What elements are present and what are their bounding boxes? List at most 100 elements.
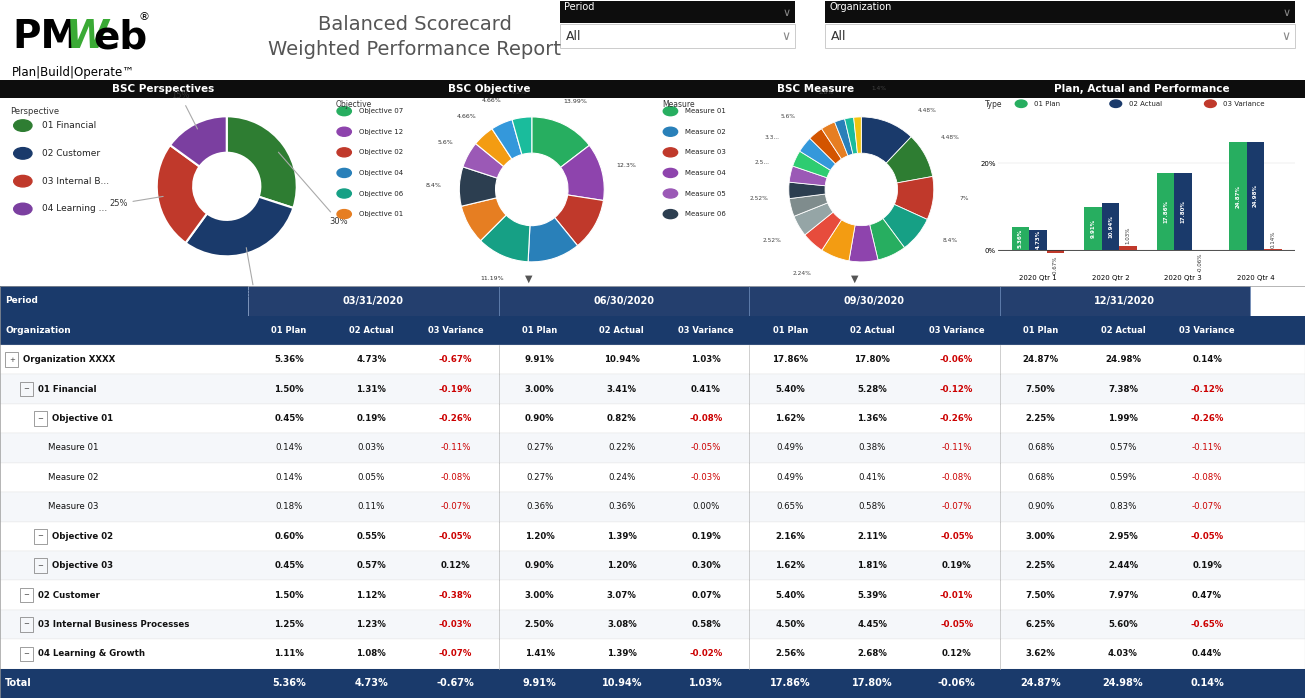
Bar — [749, 286, 1000, 315]
Circle shape — [13, 203, 33, 215]
Circle shape — [663, 107, 677, 116]
Text: Plan, Actual and Performance: Plan, Actual and Performance — [1054, 84, 1229, 94]
Text: 0.22%: 0.22% — [608, 443, 636, 452]
Text: 02 Actual: 02 Actual — [1100, 326, 1146, 335]
Text: 0.05%: 0.05% — [358, 473, 385, 482]
Bar — [0, 492, 1305, 521]
Bar — [0, 610, 1305, 639]
Text: -0.05%: -0.05% — [690, 443, 722, 452]
Circle shape — [663, 168, 677, 177]
Text: ∨: ∨ — [782, 29, 791, 43]
Text: 0.41%: 0.41% — [692, 385, 720, 394]
Circle shape — [337, 168, 351, 177]
Text: -0.05%: -0.05% — [1190, 532, 1224, 541]
Text: 03/31/2020: 03/31/2020 — [343, 296, 403, 306]
Circle shape — [337, 148, 351, 157]
Text: 0.57%: 0.57% — [1109, 443, 1137, 452]
Text: 17.80%: 17.80% — [852, 678, 893, 688]
Text: -0.06%: -0.06% — [938, 678, 975, 688]
Bar — [34, 558, 47, 573]
Text: 09/30/2020: 09/30/2020 — [844, 296, 904, 306]
Text: 03 Variance: 03 Variance — [929, 326, 984, 335]
Text: -0.11%: -0.11% — [941, 443, 972, 452]
Text: 12/31/2020: 12/31/2020 — [1095, 296, 1155, 306]
Text: 0.90%: 0.90% — [525, 561, 555, 570]
Text: 5.36%: 5.36% — [273, 678, 305, 688]
Text: 2.44%: 2.44% — [1108, 561, 1138, 570]
Text: −: − — [38, 563, 43, 569]
Text: Objective 03: Objective 03 — [52, 561, 114, 570]
Text: Total: Total — [5, 678, 31, 688]
Circle shape — [1205, 100, 1216, 107]
Text: 1.39%: 1.39% — [607, 532, 637, 541]
Text: Type: Type — [985, 100, 1002, 109]
Text: 1.03%: 1.03% — [692, 355, 720, 364]
Bar — [326, 80, 652, 98]
Text: 0.90%: 0.90% — [1027, 503, 1054, 512]
Text: 0.45%: 0.45% — [274, 561, 304, 570]
Text: Objective 07: Objective 07 — [359, 108, 403, 114]
Text: 02 Customer: 02 Customer — [42, 149, 100, 158]
Bar — [0, 286, 248, 315]
Bar — [248, 286, 499, 315]
Text: Objective 06: Objective 06 — [359, 191, 403, 197]
Circle shape — [13, 120, 33, 131]
Text: 1.62%: 1.62% — [775, 414, 805, 423]
Text: 0.60%: 0.60% — [274, 532, 304, 541]
Text: -0.08%: -0.08% — [1191, 473, 1223, 482]
Text: -0.26%: -0.26% — [940, 414, 974, 423]
Text: -0.19%: -0.19% — [438, 385, 472, 394]
Text: 1.20%: 1.20% — [525, 532, 555, 541]
Text: 3.00%: 3.00% — [1026, 532, 1056, 541]
Text: Measure 01: Measure 01 — [685, 108, 726, 114]
Text: 1.99%: 1.99% — [1108, 414, 1138, 423]
Text: +: + — [9, 357, 14, 363]
Bar — [0, 404, 1305, 433]
Text: 0.14%: 0.14% — [275, 473, 303, 482]
Text: 3.00%: 3.00% — [525, 385, 555, 394]
Text: 5.36%: 5.36% — [274, 355, 304, 364]
Text: -0.03%: -0.03% — [438, 620, 472, 629]
Text: Measure 05: Measure 05 — [685, 191, 726, 197]
Text: −: − — [23, 592, 29, 598]
Text: 02 Customer: 02 Customer — [38, 591, 99, 600]
Text: 01 Financial: 01 Financial — [38, 385, 97, 394]
Bar — [20, 382, 33, 396]
Text: -0.11%: -0.11% — [440, 443, 471, 452]
Text: Objective 02: Objective 02 — [359, 149, 403, 156]
Text: -0.11%: -0.11% — [1191, 443, 1223, 452]
Circle shape — [337, 189, 351, 198]
Text: Objective 01: Objective 01 — [52, 414, 114, 423]
Bar — [5, 352, 18, 367]
Text: -0.26%: -0.26% — [1190, 414, 1224, 423]
Text: 2.95%: 2.95% — [1108, 532, 1138, 541]
Bar — [0, 463, 1305, 492]
Text: 1.62%: 1.62% — [775, 561, 805, 570]
Text: 0.68%: 0.68% — [1027, 473, 1054, 482]
Text: 1.03%: 1.03% — [689, 678, 723, 688]
Text: 1.41%: 1.41% — [525, 649, 555, 658]
Text: 0.38%: 0.38% — [859, 443, 886, 452]
Text: Measure 06: Measure 06 — [685, 211, 726, 217]
Text: 2.68%: 2.68% — [857, 649, 887, 658]
Text: 6.25%: 6.25% — [1026, 620, 1056, 629]
Text: 24.98%: 24.98% — [1103, 678, 1143, 688]
Text: 01 Plan: 01 Plan — [522, 326, 557, 335]
Text: 1.36%: 1.36% — [857, 414, 887, 423]
Text: 3.07%: 3.07% — [607, 591, 637, 600]
Bar — [499, 286, 749, 315]
Bar — [0, 345, 1305, 374]
Text: Measure 03: Measure 03 — [48, 503, 99, 512]
Text: -0.65%: -0.65% — [1190, 620, 1224, 629]
Text: 3.41%: 3.41% — [607, 385, 637, 394]
Text: ∨: ∨ — [783, 8, 791, 18]
Text: 0.44%: 0.44% — [1193, 649, 1221, 658]
Text: W: W — [67, 18, 108, 56]
Text: BSC Objective: BSC Objective — [448, 84, 531, 94]
Text: 2.16%: 2.16% — [775, 532, 805, 541]
Text: 4.73%: 4.73% — [356, 355, 386, 364]
Text: 1.08%: 1.08% — [356, 649, 386, 658]
Text: BSC Measure: BSC Measure — [776, 84, 855, 94]
Text: -0.05%: -0.05% — [940, 620, 974, 629]
Text: 9.91%: 9.91% — [523, 678, 556, 688]
